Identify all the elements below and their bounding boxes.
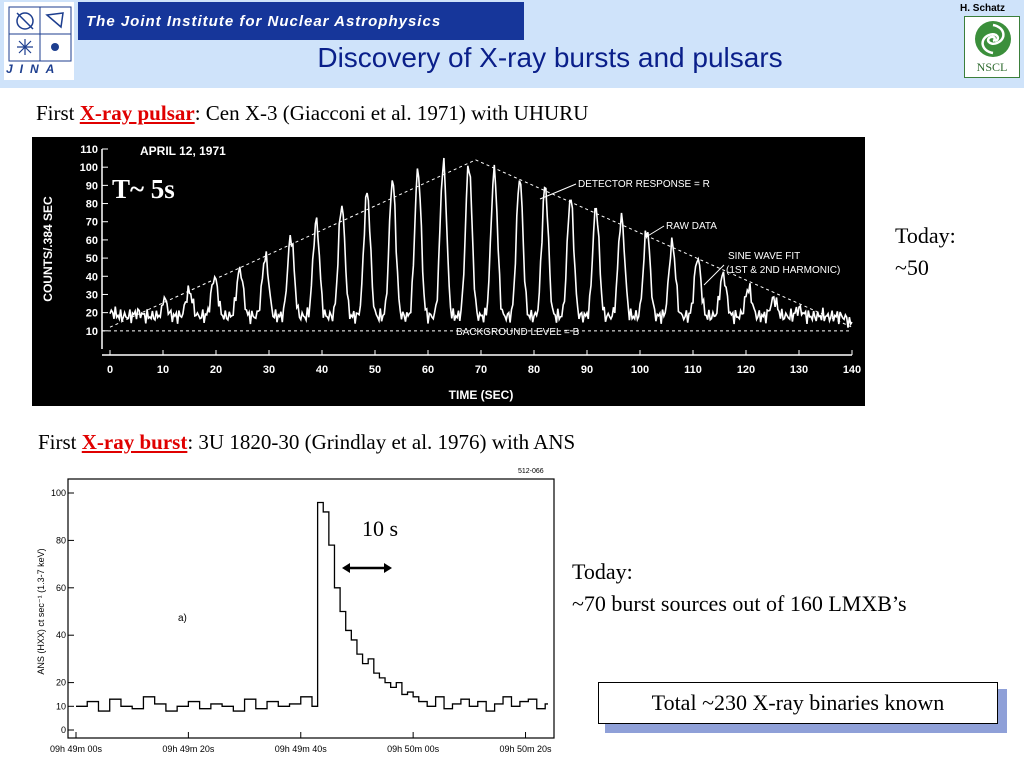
pulsar-y-tick-label: 10 — [86, 326, 98, 338]
pulsar-y-tick-label: 100 — [80, 162, 98, 174]
total-binaries-box: Total ~230 X-ray binaries known — [598, 682, 998, 724]
pulsar-annotation-pointer — [645, 225, 665, 238]
pulsar-chart-title: APRIL 12, 1971 — [140, 144, 226, 158]
burst-x-tick-label: 09h 50m 20s — [500, 744, 553, 754]
pulsar-annotation-pointer — [539, 183, 577, 200]
burst-y-axis-label: ANS (HXX) ct sec⁻¹ (1.3-7 keV) — [36, 548, 46, 674]
pulsar-x-tick-label: 80 — [528, 364, 540, 376]
pulsar-x-tick-label: 70 — [475, 364, 487, 376]
burst-y-tick-label: 10 — [56, 701, 66, 711]
burst-today-label: Today: — [572, 559, 633, 584]
pulsar-detector-response-line — [109, 159, 853, 328]
burst-today-note: Today: ~70 burst sources out of 160 LMXB… — [572, 556, 907, 620]
burst-lightcurve-chart: 0 10 20 40 60 80 100 09h 49m 00s 09h 49m 20s 09h … — [28, 465, 558, 765]
pulsar-x-tick-label: 110 — [684, 364, 702, 376]
pulsar-raw-data-line — [109, 157, 853, 328]
pulsar-y-tick-label: 40 — [86, 271, 98, 283]
org-name: The Joint Institute for Nuclear Astrophy… — [86, 13, 442, 30]
pulsar-today-label: Today: — [895, 223, 956, 248]
burst-y-tick-label: 20 — [56, 678, 66, 688]
burst-x-tick-label: 09h 49m 40s — [275, 744, 328, 754]
pulsar-y-axis-label: COUNTS/.384 SEC — [41, 196, 55, 302]
pulsar-highlight: X-ray pulsar — [79, 101, 195, 125]
burst-panel-label: a) — [178, 613, 187, 624]
pulsar-y-tick-label: 90 — [86, 180, 98, 192]
duration-label: 10 s — [362, 516, 399, 541]
pulsar-y-tick-label: 70 — [86, 217, 98, 229]
pulsar-x-tick-label: 0 — [107, 364, 113, 376]
nscl-logo: NSCL — [964, 16, 1020, 78]
pulsar-y-tick-label: 30 — [86, 289, 98, 301]
burst-y-tick-label: 100 — [51, 488, 66, 498]
burst-headline: First X-ray burst: 3U 1820-30 (Grindlay … — [38, 430, 575, 455]
jina-logo — [4, 2, 74, 80]
pulsar-y-tick-label: 60 — [86, 235, 98, 247]
pulsar-annotation-raw: RAW DATA — [666, 221, 717, 232]
jina-emblem-icon — [8, 6, 72, 62]
pulsar-suffix: : Cen X-3 (Giacconi et al. 1971) with UH… — [194, 101, 589, 125]
jina-label: JINA — [6, 62, 62, 76]
pulsar-today-value: ~50 — [895, 255, 929, 280]
nscl-label: NSCL — [976, 60, 1008, 74]
pulsar-x-tick-label: 130 — [790, 364, 808, 376]
burst-today-value: ~70 burst sources out of 160 LMXB’s — [572, 591, 907, 616]
burst-y-tick-label: 80 — [56, 535, 66, 545]
org-banner: The Joint Institute for Nuclear Astrophy… — [78, 2, 524, 40]
pulsar-x-tick-label: 20 — [210, 364, 222, 376]
pulsar-y-tick-label: 80 — [86, 199, 98, 211]
pulsar-x-axis-label: TIME (SEC) — [449, 388, 514, 402]
pulsar-annotation-sine: SINE WAVE FIT — [728, 251, 800, 262]
period-label: T~ 5s — [112, 174, 175, 204]
burst-x-tick-label: 09h 50m 00s — [387, 744, 440, 754]
burst-lightcurve-line — [76, 501, 548, 712]
burst-chart-svg: 0 10 20 40 60 80 100 09h 49m 00s 09h 49m 20s 09h … — [36, 468, 555, 754]
pulsar-x-tick-label: 30 — [263, 364, 275, 376]
burst-prefix: First — [38, 430, 82, 454]
burst-corner-label: 512-066 — [518, 468, 544, 475]
pulsar-x-tick-label: 140 — [843, 364, 861, 376]
pulsar-lightcurve-chart: 10 20 30 40 50 60 70 80 90 100 110 0 10 20 30 40 50 60 70 8… — [32, 137, 865, 406]
burst-y-tick-label: 60 — [56, 583, 66, 593]
burst-highlight: X-ray burst — [81, 430, 188, 454]
pulsar-x-tick-label: 40 — [316, 364, 328, 376]
author-label: H. Schatz — [960, 3, 1006, 14]
burst-suffix: : 3U 1820-30 (Grindlay et al. 1976) with… — [187, 430, 576, 454]
burst-plot-frame — [67, 478, 555, 739]
pulsar-chart-svg: 10 20 30 40 50 60 70 80 90 100 110 0 10 20 30 40 50 60 70 8… — [41, 144, 861, 402]
burst-y-tick-label: 0 — [61, 725, 66, 735]
duration-arrow-icon — [342, 563, 392, 573]
nscl-swirl-icon — [975, 21, 1011, 57]
pulsar-annotation-pointer — [703, 264, 725, 286]
pulsar-prefix: First — [36, 101, 80, 125]
burst-y-tick-label: 40 — [56, 630, 66, 640]
pulsar-y-tick-label: 50 — [86, 253, 98, 265]
page-title: Discovery of X-ray bursts and pulsars — [317, 42, 783, 73]
pulsar-headline: First X-ray pulsar: Cen X-3 (Giacconi et… — [36, 101, 588, 126]
pulsar-x-tick-label: 100 — [631, 364, 649, 376]
burst-x-tick-label: 09h 49m 00s — [50, 744, 103, 754]
pulsar-annotation-detector: DETECTOR RESPONSE = R — [578, 179, 710, 190]
burst-x-tick-label: 09h 49m 20s — [162, 744, 215, 754]
pulsar-x-tick-label: 60 — [422, 364, 434, 376]
pulsar-annotation-background: BACKGROUND LEVEL = B — [456, 327, 580, 338]
pulsar-x-tick-label: 90 — [581, 364, 593, 376]
pulsar-y-tick-label: 110 — [80, 144, 98, 156]
pulsar-today-note: Today: ~50 — [895, 220, 956, 284]
pulsar-x-tick-label: 50 — [369, 364, 381, 376]
pulsar-annotation-harmonic: (1ST & 2ND HARMONIC) — [726, 265, 840, 276]
pulsar-x-tick-label: 120 — [737, 364, 755, 376]
pulsar-x-tick-label: 10 — [157, 364, 169, 376]
pulsar-y-tick-label: 20 — [86, 308, 98, 320]
